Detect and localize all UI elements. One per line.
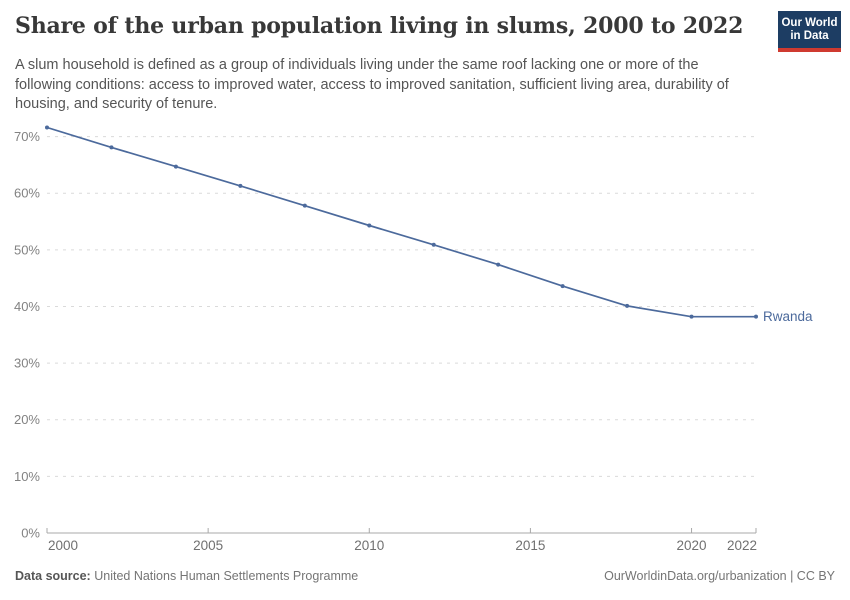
data-point-2008[interactable] — [302, 203, 307, 208]
owid-url-license[interactable]: OurWorldinData.org/urbanization | CC BY — [604, 569, 835, 583]
owid-logo-line2: in Data — [790, 30, 829, 42]
x-tick-label-2010: 2010 — [354, 538, 384, 553]
owid-logo[interactable]: Our World in Data — [778, 11, 841, 52]
line-chart-svg: 0% 10% 20% 30% 40% 50% 60% 70% 2000 2005 2010 2015 2… — [14, 125, 813, 553]
x-tick-label-2015: 2015 — [515, 538, 545, 553]
y-tick-label-20: 20% — [14, 412, 40, 427]
y-tick-label-50: 50% — [14, 242, 40, 257]
chart-subtitle: A slum household is defined as a group o… — [15, 57, 729, 112]
x-tick-label-2020: 2020 — [677, 538, 707, 553]
data-source-note: Data source: United Nations Human Settle… — [15, 569, 358, 583]
data-point-2002[interactable] — [109, 145, 114, 150]
data-point-2016[interactable] — [560, 284, 565, 289]
owid-logo-line1: Our World — [781, 17, 838, 29]
data-point-2012[interactable] — [431, 242, 436, 247]
chart-title: Share of the urban population living in … — [15, 13, 744, 39]
chart-footer: Data source: United Nations Human Settle… — [15, 569, 835, 583]
data-point-2014[interactable] — [496, 262, 501, 267]
data-point-2004[interactable] — [173, 164, 178, 169]
y-tick-label-10: 10% — [14, 469, 40, 484]
data-point-2010[interactable] — [367, 223, 372, 228]
data-source-label: Data source: — [15, 569, 91, 583]
x-tick-label-2000: 2000 — [48, 538, 78, 553]
x-tick-label-2022: 2022 — [727, 538, 757, 553]
data-source-value: United Nations Human Settlements Program… — [94, 569, 359, 583]
data-point-2006[interactable] — [238, 183, 243, 188]
data-point-2022[interactable] — [754, 314, 758, 319]
y-tick-label-0: 0% — [21, 526, 40, 541]
data-point-2018[interactable] — [625, 303, 630, 308]
y-tick-label-70: 70% — [14, 129, 40, 144]
series-line-rwanda[interactable] — [46, 126, 757, 318]
plot-area: 0% 10% 20% 30% 40% 50% 60% 70% 2000 2005 2010 2015 2… — [0, 115, 850, 567]
y-tick-label-30: 30% — [14, 356, 40, 371]
x-tick-label-2005: 2005 — [193, 538, 223, 553]
entity-label-rwanda[interactable]: Rwanda — [763, 309, 813, 324]
y-tick-label-60: 60% — [14, 186, 40, 201]
data-point-2020[interactable] — [689, 314, 694, 319]
data-point-2000[interactable] — [45, 125, 49, 130]
y-tick-label-40: 40% — [14, 299, 40, 314]
